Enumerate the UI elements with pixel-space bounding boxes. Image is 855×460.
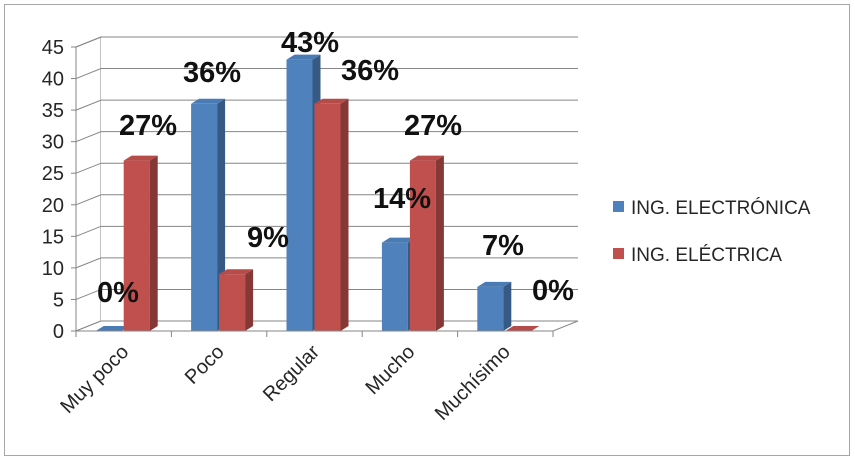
data-label: 27% [119,110,177,142]
legend-swatch [613,248,624,259]
category-label: Muchísimo [431,341,515,425]
bar-ing-electr-nica-0 [95,326,130,331]
y-tick-label: 5 [53,289,64,311]
bar-top [505,326,540,331]
bar-side [503,281,512,331]
bar-top [123,155,158,161]
x-axis: Muy poco Poco Regular Mucho Muchísimo [56,330,554,425]
data-label: 36% [183,57,241,89]
gridline [75,131,578,143]
bars [95,54,540,331]
data-label: 36% [341,55,399,87]
bar-top [286,54,321,60]
category-label: Mucho [361,341,419,399]
y-tick-label: 35 [42,100,64,122]
bar-side [340,98,349,331]
bar-top [219,269,254,275]
y-axis: 0 5 10 15 20 25 30 35 40 45 [42,37,77,343]
legend-swatch [613,201,624,212]
category-label: Muy poco [56,341,133,418]
bar-top [95,326,130,331]
bar-side [435,155,444,331]
category-label: Regular [259,341,324,406]
bar-side [149,155,158,331]
category-label: Poco [181,341,229,389]
bar-front [123,160,150,331]
bar-front [286,59,313,331]
y-tick-label: 15 [42,226,64,248]
gridline [75,68,578,80]
y-tick-label: 0 [53,321,64,343]
gridline [75,36,578,48]
data-labels: 0%36%43%14%7%27%9%36%27%0% [97,27,574,309]
bar-top [381,237,416,243]
bar-ing-el-ctrica-3 [409,155,444,331]
gridline [75,99,578,111]
legend: ING. ELECTRÓNICA ING. ELÉCTRICA [613,197,811,266]
data-label: 0% [532,275,574,307]
data-label: 43% [281,27,339,59]
bar-front [477,286,504,331]
data-label: 7% [482,230,524,262]
legend-label: ING. ELECTRÓNICA [631,197,811,219]
bar-ing-electr-nica-4 [477,281,512,331]
bar-ing-electr-nica-1 [191,98,226,331]
y-tick-label: 40 [42,69,64,91]
bar-front [381,242,408,331]
legend-label: ING. ELÉCTRICA [631,245,782,266]
y-tick-label: 30 [42,132,64,154]
y-tick-label: 45 [42,37,64,59]
bar-top [314,98,349,104]
bar-top [477,281,512,287]
bar-top [191,98,226,104]
y-tick-label: 10 [42,258,64,280]
bar-ing-el-ctrica-2 [314,98,349,331]
bar-front [219,274,246,331]
bar-ing-el-ctrica-4 [505,326,540,331]
y-tick-label: 20 [42,195,64,217]
data-label: 14% [373,183,431,215]
bar-ing-el-ctrica-0 [123,155,158,331]
y-tick-label: 25 [42,163,64,185]
data-label: 9% [247,222,289,254]
bar-side [245,269,254,331]
bar-front [191,103,218,331]
bar-front [409,160,436,331]
bar-ing-el-ctrica-1 [219,269,254,331]
bar-front [314,103,341,331]
bar-top [409,155,444,161]
data-label: 0% [97,277,139,309]
data-label: 27% [404,110,462,142]
